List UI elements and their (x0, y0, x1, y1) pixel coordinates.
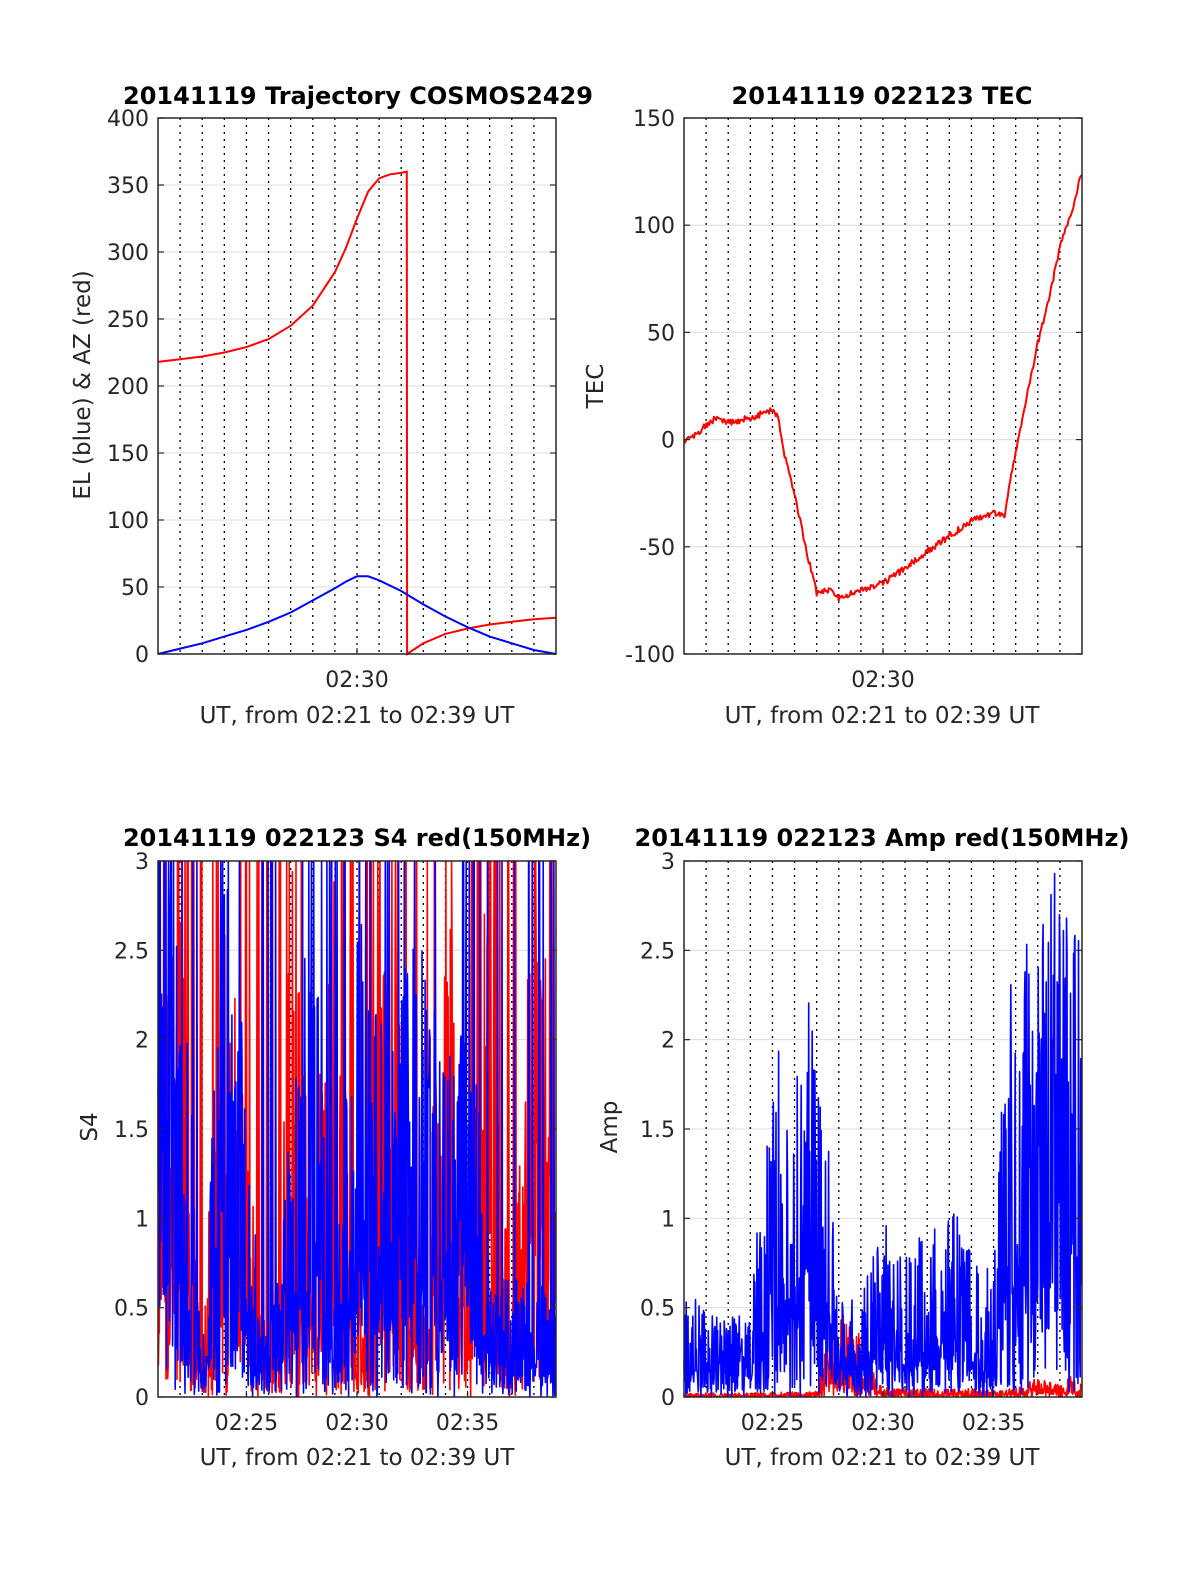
trajectory-ytick-label: 150 (107, 442, 149, 467)
trajectory-ytick-label: 250 (107, 308, 149, 333)
tec-ytick-label: 0 (661, 429, 675, 454)
trajectory-ytick-label: 300 (107, 241, 149, 266)
trajectory-xlabel: UT, from 02:21 to 02:39 UT (200, 703, 516, 729)
trajectory-xtick-label: 02:30 (325, 668, 388, 693)
amp-xtick-label: 02:25 (741, 1411, 804, 1436)
trajectory-ytick-label: 100 (107, 509, 149, 534)
s4-xtick-label: 02:30 (325, 1411, 388, 1436)
s4-xtick-label: 02:25 (215, 1411, 278, 1436)
s4-series (157, 860, 557, 1398)
s4-title: 20141119 022123 S4 red(150MHz) (123, 824, 591, 852)
trajectory-grid (158, 118, 556, 654)
amp-ytick-label: 0 (661, 1386, 675, 1411)
tec-ytick-label: -100 (625, 643, 675, 668)
s4-ytick-label: 0 (135, 1386, 149, 1411)
trajectory-panel: 20141119 Trajectory COSMOS2429 EL (blue)… (70, 82, 593, 729)
trajectory-ylabel: EL (blue) & AZ (red) (70, 270, 96, 499)
amp-ytick-label: 1 (661, 1207, 675, 1232)
s4-xlabel: UT, from 02:21 to 02:39 UT (200, 1445, 516, 1471)
s4-ticks: 0 0.5 1 1.5 2 2.5 3 02:25 02:30 02:35 (114, 850, 556, 1436)
amp-ytick-label: 0.5 (640, 1297, 675, 1322)
s4-ylabel: S4 (77, 1112, 103, 1141)
s4-ytick-label: 2.5 (114, 939, 149, 964)
s4-xtick-label: 02:35 (436, 1411, 499, 1436)
trajectory-ytick-label: 400 (107, 107, 149, 132)
trajectory-ticks: 0 50 100 150 200 250 300 350 400 02:30 (107, 107, 556, 693)
amp-ytick-label: 1.5 (640, 1118, 675, 1143)
trajectory-ytick-label: 0 (135, 643, 149, 668)
tec-series-line (683, 174, 1083, 602)
s4-ytick-label: 0.5 (114, 1297, 149, 1322)
amp-ticks: 0 0.5 1 1.5 2 2.5 3 02:25 02:30 02:35 (640, 850, 1082, 1436)
amp-xlabel: UT, from 02:21 to 02:39 UT (725, 1445, 1041, 1471)
tec-panel: 20141119 022123 TEC TEC UT, from 02:21 t… (583, 82, 1083, 729)
amp-xtick-label: 02:30 (851, 1411, 914, 1436)
tec-ytick-label: -50 (639, 536, 675, 561)
amp-ytick-label: 2 (661, 1029, 675, 1054)
s4-ytick-label: 1.5 (114, 1118, 149, 1143)
tec-title: 20141119 022123 TEC (732, 82, 1033, 110)
trajectory-series (157, 170, 557, 656)
trajectory-ytick-label: 200 (107, 375, 149, 400)
amp-xtick-label: 02:35 (962, 1411, 1025, 1436)
trajectory-ytick-label: 350 (107, 174, 149, 199)
amp-ytick-label: 3 (661, 850, 675, 875)
tec-ytick-label: 150 (633, 107, 675, 132)
tec-ytick-label: 100 (633, 214, 675, 239)
amp-series-line (683, 872, 1083, 1398)
s4-ytick-label: 2 (135, 1029, 149, 1054)
tec-xlabel: UT, from 02:21 to 02:39 UT (725, 703, 1041, 729)
s4-panel: 20141119 022123 S4 red(150MHz) S4 UT, fr… (77, 824, 591, 1471)
s4-ytick-label: 3 (135, 850, 149, 875)
tec-ticks: -100 -50 0 50 100 150 02:30 (625, 107, 1082, 693)
tec-xtick-label: 02:30 (851, 668, 914, 693)
tec-series (683, 174, 1083, 602)
s4-ytick-label: 1 (135, 1207, 149, 1232)
tec-ytick-label: 50 (647, 321, 675, 346)
amp-ylabel: Amp (597, 1101, 623, 1154)
tec-grid (684, 118, 1082, 654)
amp-title: 20141119 022123 Amp red(150MHz) (635, 824, 1130, 852)
trajectory-title: 20141119 Trajectory COSMOS2429 (123, 82, 593, 110)
s4-series-line (157, 860, 557, 1398)
amp-panel: 20141119 022123 Amp red(150MHz) Amp UT, … (597, 824, 1129, 1471)
trajectory-ytick-label: 50 (121, 576, 149, 601)
amp-ytick-label: 2.5 (640, 939, 675, 964)
trajectory-series-line (157, 575, 557, 655)
tec-ylabel: TEC (583, 364, 609, 410)
